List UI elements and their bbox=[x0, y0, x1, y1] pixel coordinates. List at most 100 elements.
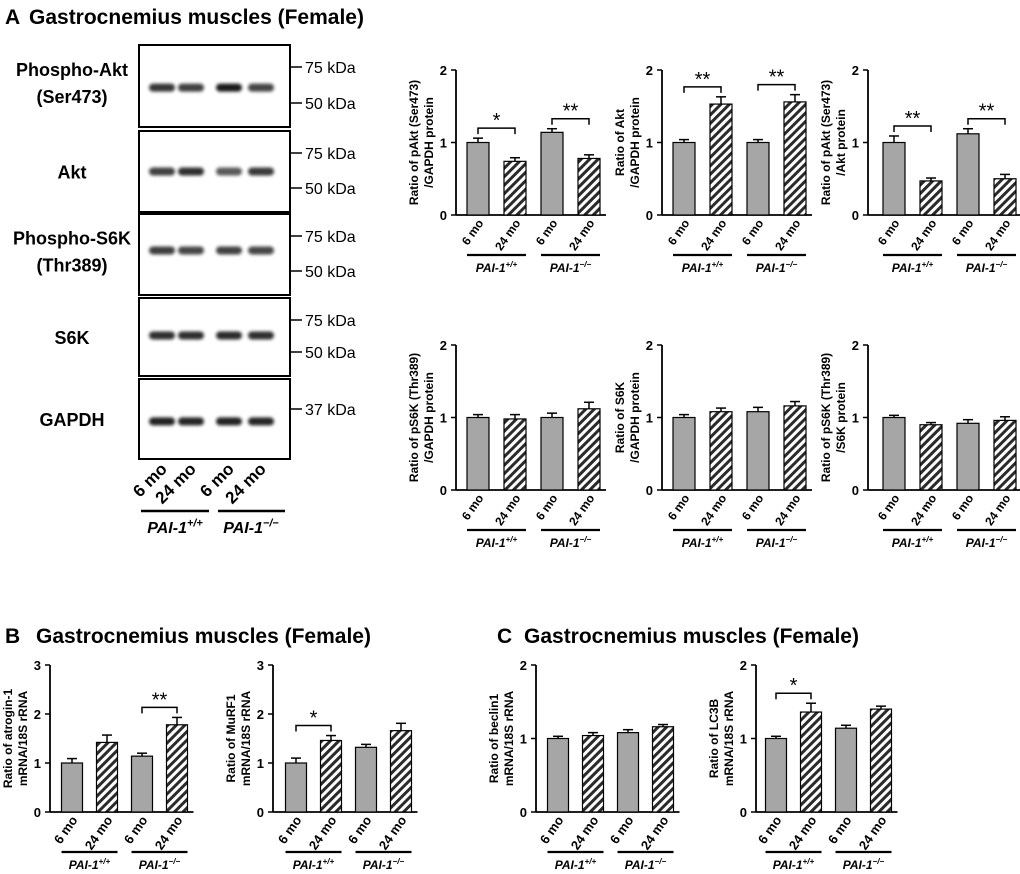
x-tick-label: 24 mo bbox=[772, 217, 803, 253]
blot-band bbox=[248, 331, 274, 340]
y-tick-label: 2 bbox=[740, 658, 747, 673]
y-tick-label: 1 bbox=[852, 411, 859, 426]
bar bbox=[581, 734, 605, 813]
blot-band bbox=[216, 246, 242, 255]
group-label: PAI-1−/− bbox=[550, 260, 592, 275]
y-axis-label: Ratio of MuRF1 bbox=[224, 694, 238, 782]
bar bbox=[956, 422, 980, 491]
sig-label: ** bbox=[152, 689, 168, 711]
y-axis-label: Ratio of pS6K (Thr389) bbox=[819, 353, 833, 482]
x-tick-label: 24 mo bbox=[82, 813, 116, 852]
y-axis-label: /GAPDH protein bbox=[422, 97, 436, 188]
bar bbox=[319, 739, 343, 813]
panel-b-letter: B bbox=[5, 625, 20, 648]
bar bbox=[799, 711, 823, 813]
y-tick-label: 1 bbox=[740, 732, 747, 747]
y-tick-label: 1 bbox=[34, 756, 41, 771]
panel-b-title: Gastrocnemius muscles (Female) bbox=[36, 625, 371, 648]
blot-band bbox=[248, 246, 274, 255]
y-axis-label: /GAPDH protein bbox=[628, 97, 642, 188]
marker-label: 37 kDa bbox=[305, 402, 356, 419]
blot-row-label: Akt bbox=[57, 163, 86, 183]
blot-band bbox=[178, 167, 204, 176]
sig-bracket bbox=[477, 127, 516, 135]
chart-a6: 0 1 2 Ratio of pS6K (Thr389)/S6K protein 6 m… bbox=[819, 338, 1020, 550]
x-tick-label: 6 mo bbox=[739, 217, 767, 248]
y-axis-label: /S6K protein bbox=[834, 382, 848, 453]
bar bbox=[616, 732, 640, 813]
sig-label: ** bbox=[695, 69, 711, 91]
panel-c-letter: C bbox=[497, 625, 512, 648]
y-axis-label: /GAPDH protein bbox=[422, 372, 436, 463]
y-axis-label: mRNA/18S rRNA bbox=[722, 690, 736, 786]
bar bbox=[993, 178, 1017, 216]
x-tick-label: 6 mo bbox=[459, 217, 487, 248]
x-tick-label: 24 mo bbox=[306, 813, 340, 852]
y-tick-label: 0 bbox=[646, 483, 653, 498]
y-axis-label: Ratio of S6K bbox=[613, 382, 627, 454]
y-axis-label: Ratio of pS6K (Thr389) bbox=[407, 353, 421, 482]
group-label: PAI-1+/+ bbox=[69, 857, 111, 872]
blot-row-label: S6K bbox=[54, 328, 89, 348]
x-tick-label: 6 mo bbox=[121, 813, 151, 847]
bar bbox=[882, 141, 906, 216]
y-tick-label: 2 bbox=[646, 338, 653, 353]
blot-band bbox=[178, 417, 204, 426]
bar bbox=[956, 133, 980, 216]
y-axis-label: /Akt protein bbox=[834, 109, 848, 176]
group-label: PAI-1−/− bbox=[756, 260, 798, 275]
bar bbox=[466, 141, 490, 216]
bar bbox=[709, 103, 733, 216]
y-tick-label: 2 bbox=[852, 63, 859, 78]
x-tick-label: 6 mo bbox=[949, 217, 977, 248]
y-tick-label: 0 bbox=[440, 483, 447, 498]
sig-bracket bbox=[893, 125, 932, 132]
group-label: PAI-1−/− bbox=[139, 857, 181, 872]
y-tick-label: 0 bbox=[34, 805, 41, 820]
x-tick-label: 24 mo bbox=[698, 217, 729, 253]
chart-a3: 0 1 2 Ratio of pAkt (Ser473)/Akt protein 6 m… bbox=[819, 63, 1020, 275]
bar bbox=[60, 762, 84, 813]
blot-row-label: (Ser473) bbox=[36, 87, 107, 107]
y-axis-label: /GAPDH protein bbox=[628, 372, 642, 463]
blot-band bbox=[149, 167, 175, 176]
x-tick-label: 6 mo bbox=[51, 813, 81, 847]
blot-row: Akt 75 kDa 50 kDa bbox=[57, 130, 356, 213]
x-tick-label: 6 mo bbox=[875, 217, 903, 248]
blot-band bbox=[216, 83, 242, 92]
blot-band bbox=[178, 331, 204, 340]
x-tick-label: 24 mo bbox=[786, 813, 820, 852]
blot-row-label: (Thr389) bbox=[36, 256, 107, 276]
group-label-wt: PAI-1+/+ bbox=[147, 518, 203, 537]
group-label: PAI-1+/+ bbox=[892, 535, 934, 550]
sig-label: ** bbox=[905, 108, 921, 130]
y-tick-label: 1 bbox=[257, 756, 264, 771]
y-tick-label: 1 bbox=[646, 136, 653, 151]
bar bbox=[746, 411, 770, 491]
group-label: PAI-1−/− bbox=[966, 535, 1008, 550]
y-axis-label: Ratio of pAkt (Ser473) bbox=[819, 80, 833, 205]
chart-a4: 0 1 2 Ratio of pS6K (Thr389)/GAPDH protein 6… bbox=[407, 338, 606, 550]
group-label: PAI-1−/− bbox=[550, 535, 592, 550]
group-label-ko: PAI-1−/− bbox=[223, 518, 279, 537]
group-label: PAI-1+/+ bbox=[476, 535, 518, 550]
y-axis-label: Ratio of LC3B bbox=[707, 699, 721, 779]
sig-label: * bbox=[310, 708, 318, 730]
sig-bracket bbox=[551, 117, 590, 125]
x-tick-label: 6 mo bbox=[607, 813, 637, 847]
bar bbox=[882, 416, 906, 491]
panel-a-letter: A bbox=[5, 6, 20, 29]
y-tick-label: 2 bbox=[257, 707, 264, 722]
y-axis-label: mRNA/18S rRNA bbox=[16, 690, 30, 786]
group-label: PAI-1−/− bbox=[966, 260, 1008, 275]
x-tick-label: 6 mo bbox=[537, 813, 567, 847]
blot-row: Phospho-Akt (Ser473) 75 kDa 50 kDa bbox=[16, 44, 356, 128]
marker-label: 50 kDa bbox=[305, 264, 356, 281]
sig-label: ** bbox=[563, 101, 579, 123]
bar bbox=[783, 405, 807, 491]
blot-row: Phospho-S6K (Thr389) 75 kDa 50 kDa bbox=[13, 213, 356, 296]
bar bbox=[746, 141, 770, 216]
